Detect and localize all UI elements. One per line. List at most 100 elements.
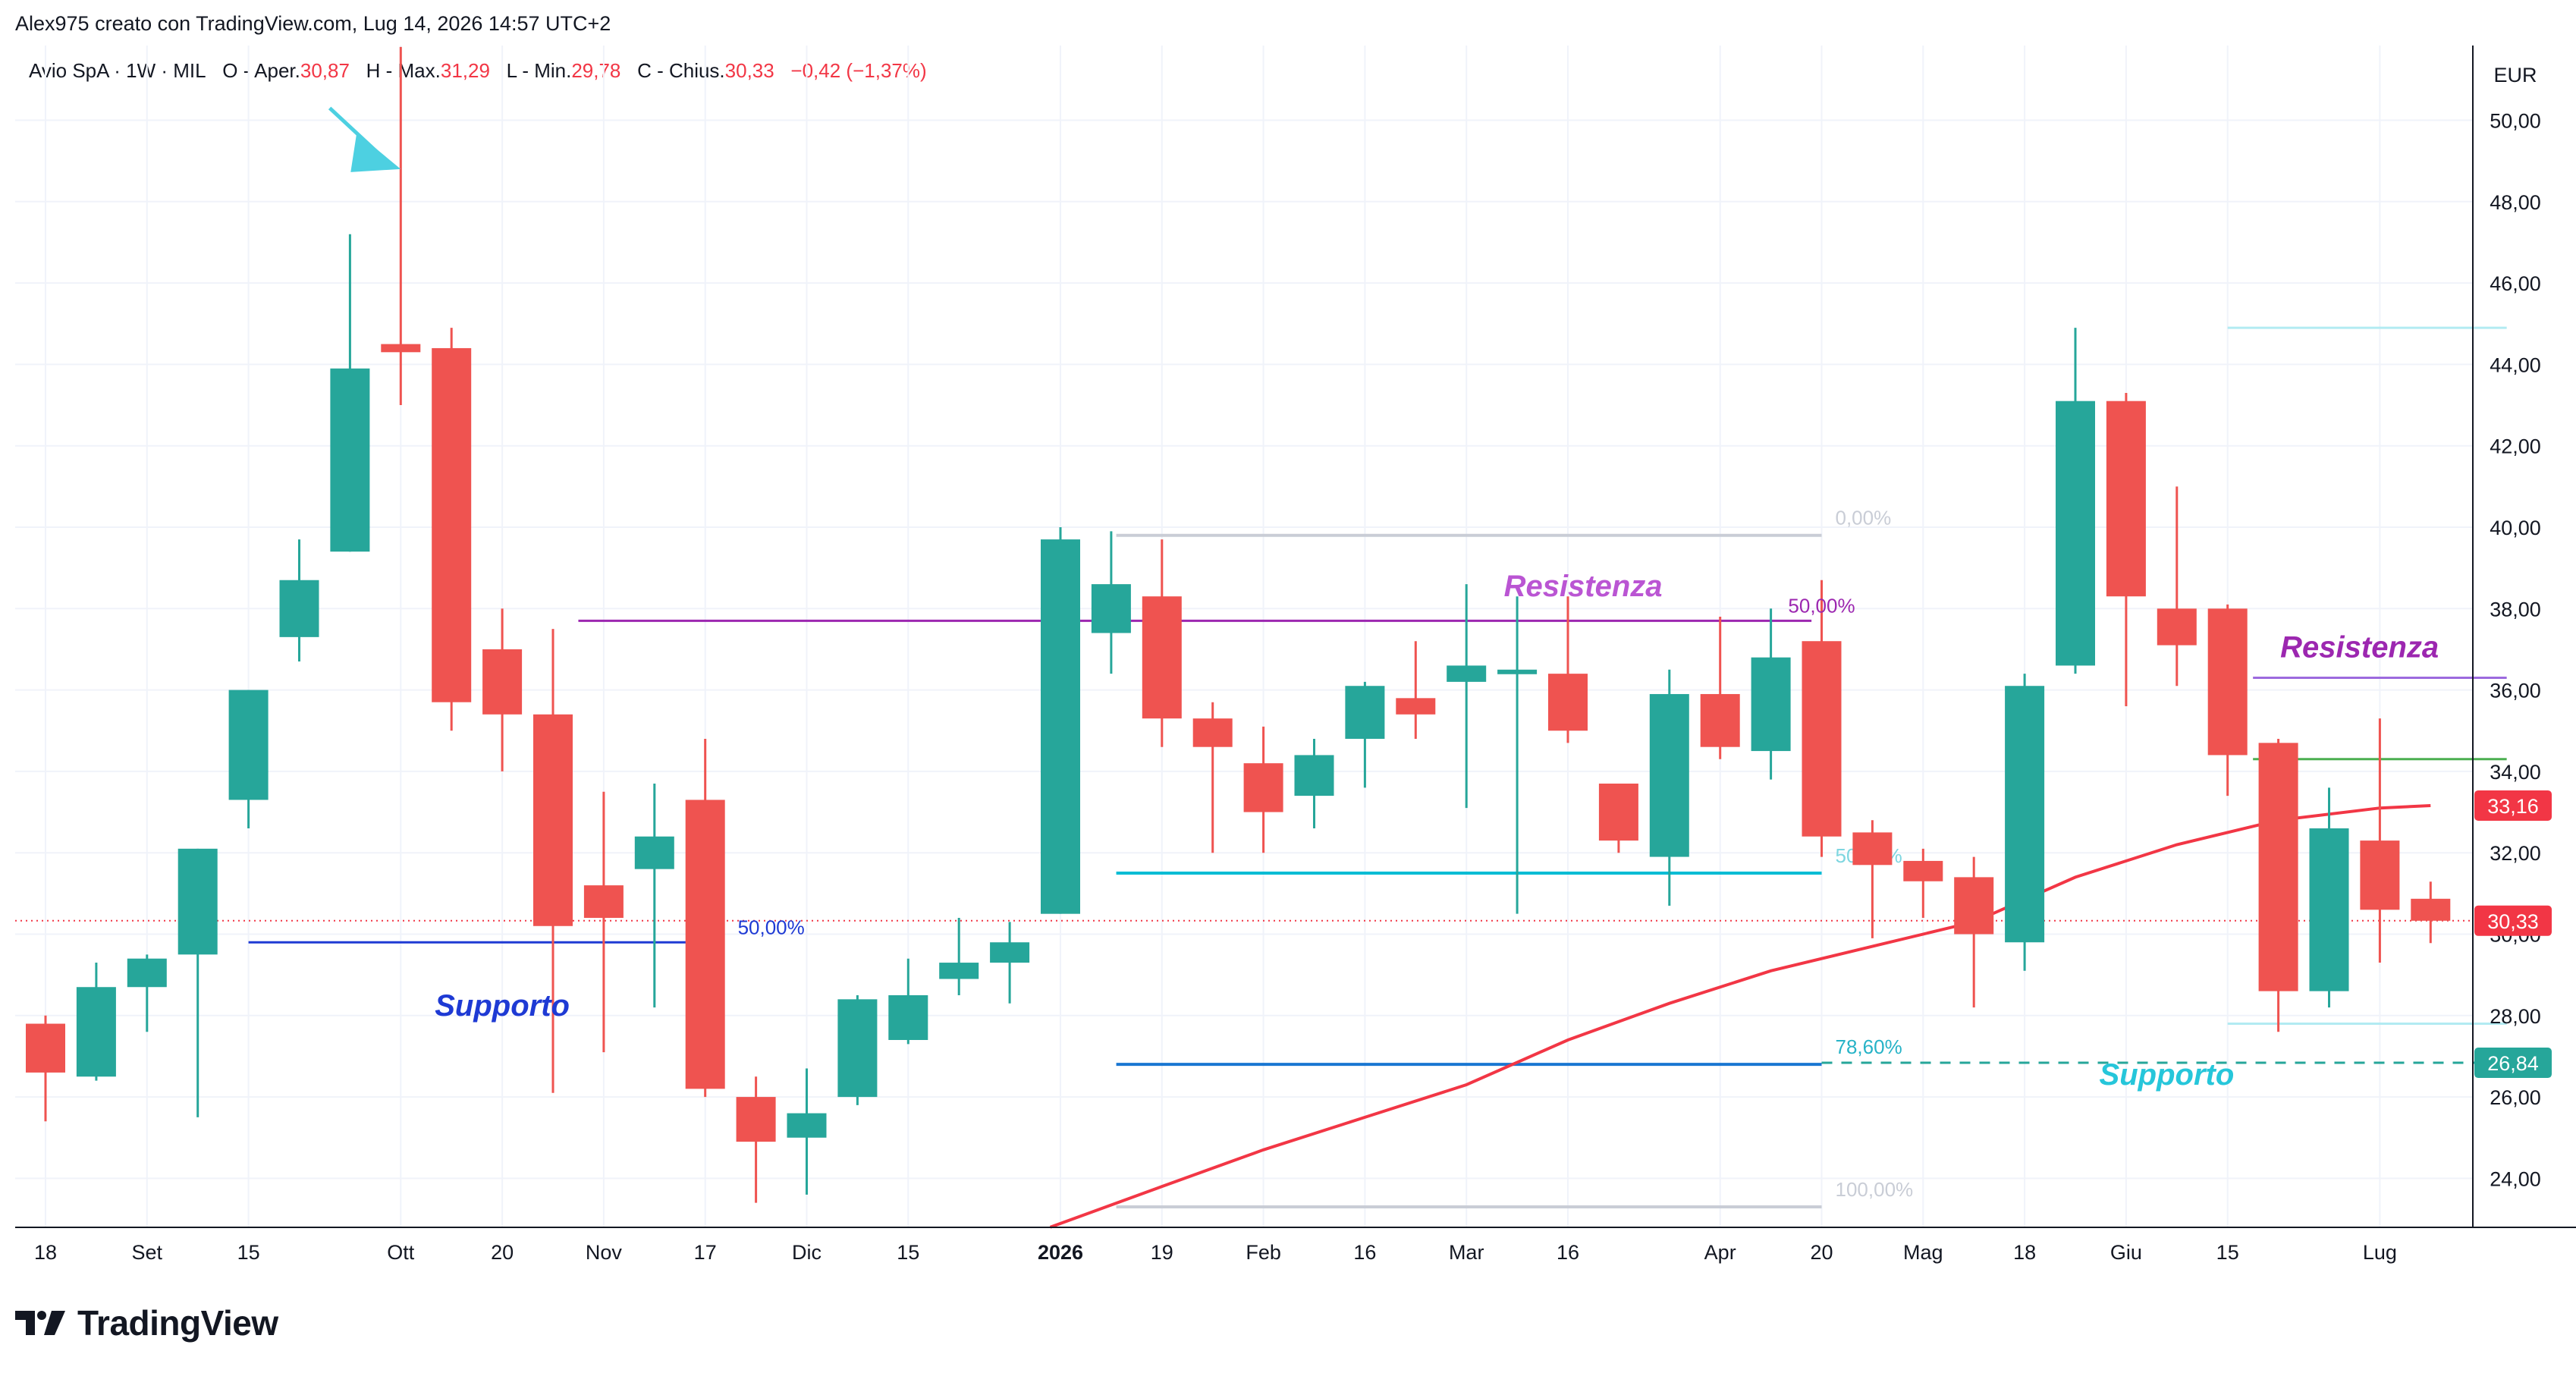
- y-tick-label: 42,00: [2490, 435, 2541, 458]
- author-line: Alex975 creato con TradingView.com, Lug …: [15, 12, 611, 35]
- price-label-box: [2474, 1048, 2552, 1079]
- x-tick-label: Dic: [792, 1241, 821, 1264]
- x-tick-label: 18: [2013, 1241, 2036, 1264]
- candle-body: [837, 999, 878, 1098]
- high-label: H - Max.: [366, 59, 441, 82]
- tradingview-logo-icon: [15, 1311, 65, 1335]
- x-tick-label: Lug: [2363, 1241, 2397, 1264]
- annotations: Resistenza Supporto Resistenza Supporto 50,0…: [328, 106, 2439, 1092]
- candle-body: [279, 580, 319, 637]
- candle-body: [1091, 584, 1131, 633]
- candle-body: [2360, 840, 2400, 910]
- symbol-label[interactable]: Avio SpA · 1W · MIL: [29, 59, 206, 82]
- x-tick-label: Nov: [586, 1241, 623, 1264]
- candle-body: [1700, 693, 1740, 747]
- candle-body: [1243, 763, 1283, 812]
- candle-body: [381, 344, 421, 353]
- x-tick-label: 16: [1353, 1241, 1376, 1264]
- fib-50-label-left: 50,00%: [738, 916, 805, 939]
- y-tick-label: 40,00: [2490, 517, 2541, 539]
- candle-body: [1396, 698, 1436, 715]
- candle-body: [228, 690, 269, 800]
- fib-label: 0,00%: [1836, 507, 1892, 529]
- price-label: 30,33: [2487, 910, 2539, 933]
- candle-body: [787, 1113, 827, 1138]
- close-label: C - Chius.: [637, 59, 725, 82]
- open-label: O - Aper.: [222, 59, 300, 82]
- x-tick-label: 16: [1557, 1241, 1579, 1264]
- open-value: 30,87: [300, 59, 350, 82]
- close-value: 30,33: [724, 59, 774, 82]
- candles: [26, 46, 2451, 1203]
- candle-body: [1954, 877, 1994, 935]
- candle-body: [583, 885, 624, 919]
- candle-body: [26, 1023, 65, 1073]
- y-tick-label: 44,00: [2490, 353, 2541, 376]
- support-label-1: Supporto: [435, 989, 570, 1023]
- candle-body: [2106, 401, 2146, 597]
- candle-body: [76, 987, 116, 1077]
- x-tick-label: 15: [237, 1241, 260, 1264]
- candle-body: [533, 714, 573, 926]
- axes: EUR24,0026,0028,0030,0032,0034,0036,0038…: [15, 46, 2576, 1264]
- x-tick-label: 17: [694, 1241, 717, 1264]
- currency-label: EUR: [2493, 64, 2537, 86]
- x-tick-label: Mar: [1449, 1241, 1484, 1264]
- candle-body: [1142, 596, 1182, 719]
- support-label-2: Supporto: [2100, 1058, 2235, 1092]
- x-tick-label: Mag: [1903, 1241, 1943, 1264]
- candle-body: [1649, 693, 1689, 857]
- candle-body: [1903, 860, 1943, 881]
- x-tick-label: 20: [1810, 1241, 1833, 1264]
- x-tick-label: 15: [2216, 1241, 2239, 1264]
- candle-body: [2157, 608, 2197, 646]
- x-tick-label: 20: [491, 1241, 514, 1264]
- change-value: −0,42 (−1,37%): [790, 59, 927, 82]
- candle-body: [1294, 755, 1334, 796]
- candle-body: [482, 649, 523, 715]
- y-tick-label: 36,00: [2490, 680, 2541, 702]
- candle-body: [685, 800, 725, 1089]
- fib-label: 78,60%: [1836, 1035, 1902, 1058]
- high-value: 31,29: [440, 59, 490, 82]
- x-tick-label: Feb: [1246, 1241, 1281, 1264]
- x-tick-label: 2026: [1038, 1241, 1083, 1264]
- price-label: 33,16: [2487, 795, 2539, 818]
- chart-grid: [15, 46, 2473, 1227]
- moving-average: [1049, 804, 2431, 1229]
- y-tick-label: 34,00: [2490, 761, 2541, 784]
- y-tick-label: 24,00: [2490, 1167, 2541, 1190]
- y-tick-label: 46,00: [2490, 272, 2541, 295]
- fib-50-label-top: 50,00%: [1788, 595, 1855, 617]
- x-tick-label: 18: [34, 1241, 57, 1264]
- x-tick-label: Apr: [1704, 1241, 1736, 1264]
- candle-body: [1548, 674, 1588, 731]
- candle-body: [127, 958, 167, 988]
- candle-body: [1598, 783, 1638, 841]
- y-tick-label: 48,00: [2490, 191, 2541, 214]
- candle-body: [2005, 686, 2045, 943]
- candle-body: [1192, 718, 1233, 747]
- y-tick-label: 26,00: [2490, 1086, 2541, 1109]
- x-tick-label: Set: [132, 1241, 163, 1264]
- candle-body: [736, 1097, 776, 1142]
- candle-body: [888, 994, 928, 1040]
- price-label-box: [2474, 790, 2552, 821]
- candle-body: [1041, 539, 1080, 914]
- candle-body: [939, 963, 979, 979]
- candle-body: [2411, 898, 2451, 921]
- x-tick-label: Giu: [2110, 1241, 2142, 1264]
- x-tick-label: 15: [897, 1241, 919, 1264]
- candle-body: [2056, 401, 2095, 666]
- tradingview-logo[interactable]: TradingView: [15, 1300, 278, 1346]
- candle-body: [2309, 828, 2349, 991]
- candle-body: [2207, 608, 2248, 756]
- ohlc-legend: Avio SpA · 1W · MIL O - Aper.30,87 H - M…: [29, 59, 927, 83]
- x-tick-label: 19: [1151, 1241, 1173, 1264]
- candle-body: [1345, 686, 1385, 739]
- moving-average-line: [1049, 804, 2431, 1229]
- low-label: L - Min.: [506, 59, 572, 82]
- resistance-label-1: Resistenza: [1504, 570, 1663, 603]
- fib-label: 100,00%: [1836, 1178, 1914, 1201]
